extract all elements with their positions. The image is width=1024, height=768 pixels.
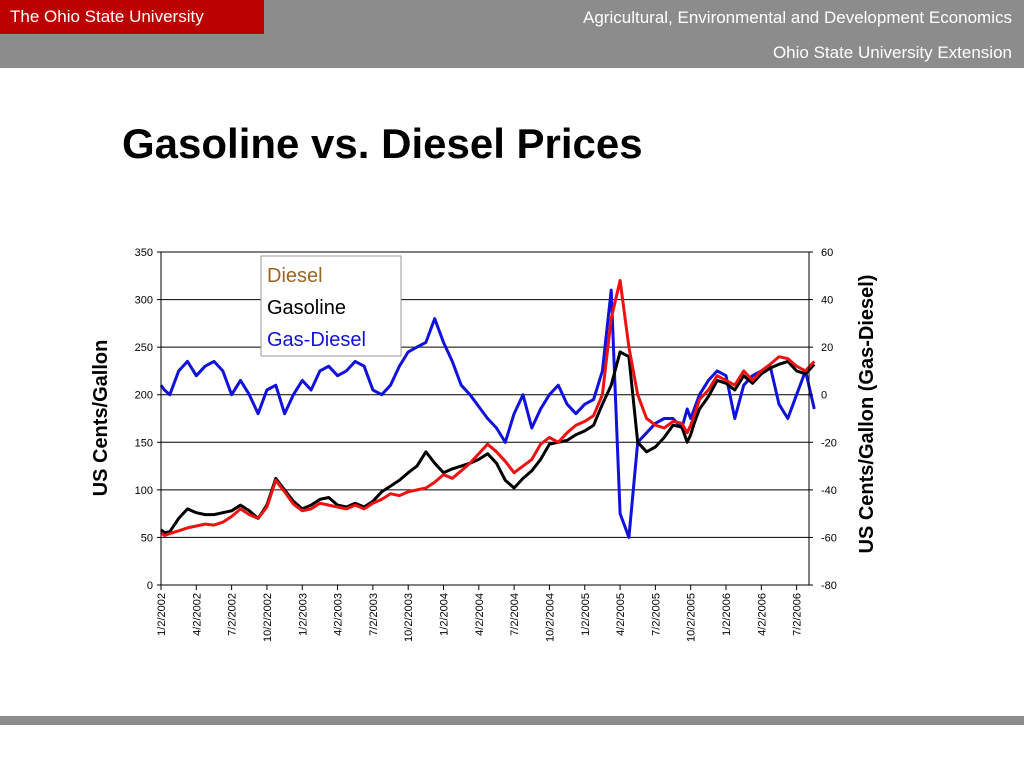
right-tick-label-7: 60 xyxy=(821,247,833,259)
right-tick-label-3: -20 xyxy=(821,437,837,449)
left-tick-label-2: 100 xyxy=(135,485,153,497)
left-tick-label-3: 150 xyxy=(135,437,153,449)
plot-frame xyxy=(160,251,810,586)
brand-label: The Ohio State University xyxy=(10,7,204,26)
x-tick-label-1: 4/2/2002 xyxy=(191,593,203,636)
legend: Diesel Gasoline Gas-Diesel xyxy=(260,255,402,357)
extension-label: Ohio State University Extension xyxy=(772,43,1012,62)
right-tick-label-1: -60 xyxy=(821,532,837,544)
left-tick-label-6: 300 xyxy=(135,295,153,307)
x-tick-label-2: 7/2/2002 xyxy=(227,593,239,636)
x-tick-label-18: 7/2/2006 xyxy=(792,593,804,636)
x-tick-label-0: 1/2/2002 xyxy=(156,593,168,636)
grid-lines xyxy=(161,251,809,538)
x-tick-label-12: 1/2/2005 xyxy=(580,593,592,636)
legend-diesel: Diesel xyxy=(267,265,323,287)
x-tick-label-17: 4/2/2006 xyxy=(756,593,768,636)
y-axis-title: US Cents/Gallon xyxy=(90,340,112,497)
x-tick-label-14: 7/2/2005 xyxy=(650,593,662,636)
left-tick-label-4: 200 xyxy=(135,390,153,402)
x-tick-label-3: 10/2/2002 xyxy=(262,593,274,642)
y2-axis-title: US Cents/Gallon (Gas-Diesel) xyxy=(856,275,878,554)
x-tick-label-10: 7/2/2004 xyxy=(509,593,521,636)
series-line-diesel xyxy=(160,279,816,537)
series-line-gas-diesel xyxy=(159,288,816,539)
right-tick-label-4: 0 xyxy=(821,390,827,402)
x-tick-label-16: 1/2/2006 xyxy=(721,593,733,636)
legend-box xyxy=(260,255,402,357)
x-axis: 1/2/2002 4/2/2002 7/2/2002 10/2/2002 1/2/200… xyxy=(156,585,804,642)
right-tick-label-6: 40 xyxy=(821,295,833,307)
left-tick-label-0: 0 xyxy=(147,580,153,592)
right-tick-label-5: 20 xyxy=(821,342,833,354)
footer-bar xyxy=(0,716,1024,725)
page-title: Gasoline vs. Diesel Prices xyxy=(122,120,643,167)
x-tick-label-4: 1/2/2003 xyxy=(297,593,309,636)
x-tick-label-9: 4/2/2004 xyxy=(474,593,486,636)
series-layer xyxy=(159,279,816,539)
legend-gas-diesel: Gas-Diesel xyxy=(267,329,366,351)
x-tick-label-6: 7/2/2003 xyxy=(368,593,380,636)
left-tick-label-7: 350 xyxy=(135,247,153,259)
x-tick-label-8: 1/2/2004 xyxy=(439,593,451,636)
left-tick-label-1: 50 xyxy=(141,532,153,544)
brand-box: The Ohio State University xyxy=(0,0,264,34)
x-tick-label-15: 10/2/2005 xyxy=(686,593,698,642)
right-tick-label-2: -40 xyxy=(821,485,837,497)
right-tick-label-0: -80 xyxy=(821,580,837,592)
department-label: Agricultural, Environmental and Developm… xyxy=(583,8,1012,27)
header-bar: The Ohio State University Agricultural, … xyxy=(0,0,1024,68)
x-tick-label-13: 4/2/2005 xyxy=(615,593,627,636)
left-tick-label-5: 250 xyxy=(135,342,153,354)
x-tick-label-5: 4/2/2003 xyxy=(333,593,345,636)
x-tick-label-11: 10/2/2004 xyxy=(544,593,556,642)
x-tick-label-7: 10/2/2003 xyxy=(403,593,415,642)
legend-gasoline: Gasoline xyxy=(267,297,346,319)
left-axis: 0 50 100 150 200 250 300 350 xyxy=(135,247,161,592)
right-axis: -80 -60 -40 -20 0 20 40 60 xyxy=(809,247,837,592)
